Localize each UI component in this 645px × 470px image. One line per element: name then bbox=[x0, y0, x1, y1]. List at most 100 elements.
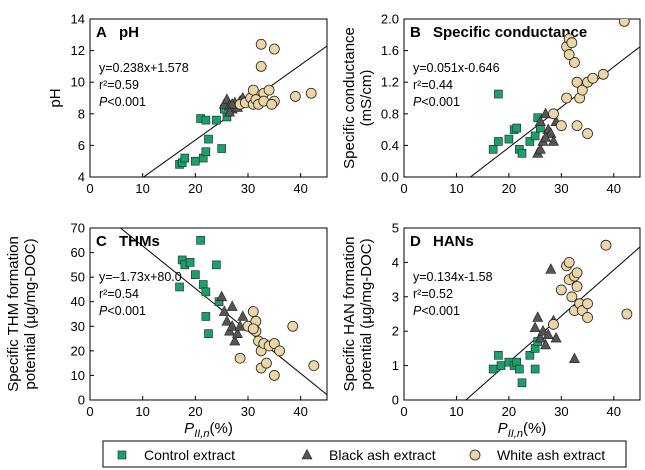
data-point bbox=[268, 370, 280, 381]
data-point bbox=[226, 98, 238, 109]
series-control bbox=[175, 235, 224, 338]
legend: Control extract Black ash extract White as… bbox=[102, 440, 627, 468]
equation-line: y=–1.73x+80.0 bbox=[99, 270, 182, 284]
data-point bbox=[540, 338, 552, 350]
data-point bbox=[530, 131, 540, 141]
data-point bbox=[201, 287, 211, 297]
y-tick-label: 0.0 bbox=[381, 170, 399, 185]
x-tick-label: 20 bbox=[502, 181, 516, 196]
data-point bbox=[525, 350, 535, 360]
legend-marker-control bbox=[117, 450, 127, 460]
series-control bbox=[488, 337, 543, 388]
y-tick-label: 60 bbox=[71, 245, 85, 260]
legend-marker-black-ash bbox=[301, 448, 313, 460]
data-point bbox=[571, 281, 583, 292]
data-point bbox=[540, 131, 552, 142]
y-tick-label: 1.6 bbox=[381, 43, 399, 58]
data-point bbox=[266, 98, 278, 110]
x-tick-label: 40 bbox=[607, 181, 621, 196]
panel-d: 0 1 2 3 4 5 0 10 20 30 40 Specific HAN formation pot… bbox=[341, 221, 641, 419]
data-point bbox=[576, 84, 588, 96]
data-point bbox=[494, 137, 503, 146]
data-point bbox=[198, 280, 208, 289]
equation-line: r²=0.54 bbox=[99, 287, 139, 301]
panel-title: THMs bbox=[119, 233, 160, 250]
legend-label: White ash extract bbox=[497, 447, 605, 463]
series-white-ash bbox=[548, 19, 630, 139]
data-point bbox=[494, 350, 503, 360]
series-black-ash bbox=[532, 107, 562, 158]
plot-content bbox=[142, 38, 327, 177]
equation-line: P<0.001 bbox=[413, 95, 460, 109]
equation-line: P<0.001 bbox=[413, 304, 460, 318]
x-tick-label: 30 bbox=[241, 181, 255, 196]
equation-line: r²=0.59 bbox=[99, 78, 139, 92]
legend-box bbox=[102, 440, 627, 468]
y-tick-label: 20 bbox=[71, 343, 85, 358]
y-tick-label: 14 bbox=[71, 12, 85, 27]
data-point bbox=[255, 61, 267, 72]
data-point bbox=[534, 331, 546, 343]
data-point bbox=[496, 361, 506, 370]
data-point bbox=[268, 43, 280, 55]
x-tick-label: 40 bbox=[293, 404, 307, 419]
data-point bbox=[247, 323, 259, 335]
data-point bbox=[597, 68, 609, 80]
data-point bbox=[517, 378, 527, 388]
data-point bbox=[571, 76, 583, 88]
data-point bbox=[226, 320, 238, 331]
data-point bbox=[571, 267, 583, 279]
data-point bbox=[289, 91, 301, 102]
data-point bbox=[568, 352, 580, 364]
data-point bbox=[621, 308, 633, 320]
data-point bbox=[550, 331, 562, 343]
data-point bbox=[217, 144, 226, 153]
y-tick-label: 10 bbox=[71, 368, 85, 383]
y-tick-label: 12 bbox=[71, 43, 85, 58]
data-point bbox=[537, 325, 549, 336]
data-point bbox=[529, 321, 541, 333]
panel-title: Specific conductance bbox=[433, 24, 587, 41]
data-point bbox=[555, 284, 567, 296]
data-point bbox=[263, 84, 275, 96]
x-axis-title: PII,n(%) bbox=[184, 420, 233, 440]
data-point bbox=[618, 19, 630, 27]
data-point bbox=[504, 134, 514, 144]
series-black-ash bbox=[216, 290, 249, 346]
data-point bbox=[547, 135, 559, 146]
legend-label: Black ash extract bbox=[329, 447, 436, 463]
data-point bbox=[255, 38, 267, 50]
x-tick-label: 0 bbox=[400, 181, 407, 196]
panel-c: 0 10 20 30 40 50 60 70 0 10 20 30 40 Specific THM for… bbox=[5, 221, 328, 419]
legend-label: Control extract bbox=[144, 447, 235, 463]
y-tick-label: 2.0 bbox=[381, 12, 399, 27]
data-point bbox=[185, 258, 195, 267]
data-point bbox=[196, 235, 205, 245]
series-white-ash bbox=[234, 38, 317, 110]
y-tick-label: 2 bbox=[392, 324, 399, 339]
data-point bbox=[191, 156, 200, 166]
y-tick-label: 4 bbox=[392, 255, 399, 270]
x-tick-label: 10 bbox=[449, 404, 463, 419]
data-point bbox=[287, 320, 299, 332]
x-tick-label: 0 bbox=[86, 404, 93, 419]
data-point bbox=[515, 364, 524, 374]
x-axis-titles: PII,n(%) PII,n(%) bbox=[184, 420, 546, 440]
x-tick-label: 10 bbox=[135, 181, 149, 196]
data-point bbox=[237, 310, 249, 321]
data-point bbox=[512, 123, 522, 133]
data-point bbox=[542, 328, 554, 339]
equation-line: y=0.051x-0.646 bbox=[413, 61, 500, 75]
y-tick-label: 3 bbox=[392, 289, 399, 304]
data-point bbox=[600, 239, 612, 251]
y-axis-title-line: potential (µg/mg-DOC) bbox=[358, 238, 375, 389]
y-tick-label: 50 bbox=[71, 270, 85, 285]
series-control bbox=[175, 104, 232, 169]
data-point bbox=[534, 143, 546, 154]
data-point bbox=[274, 345, 286, 357]
y-axis-title: pH bbox=[47, 88, 64, 107]
data-point bbox=[534, 115, 546, 126]
data-point bbox=[261, 357, 272, 369]
series-white-ash bbox=[548, 239, 633, 330]
